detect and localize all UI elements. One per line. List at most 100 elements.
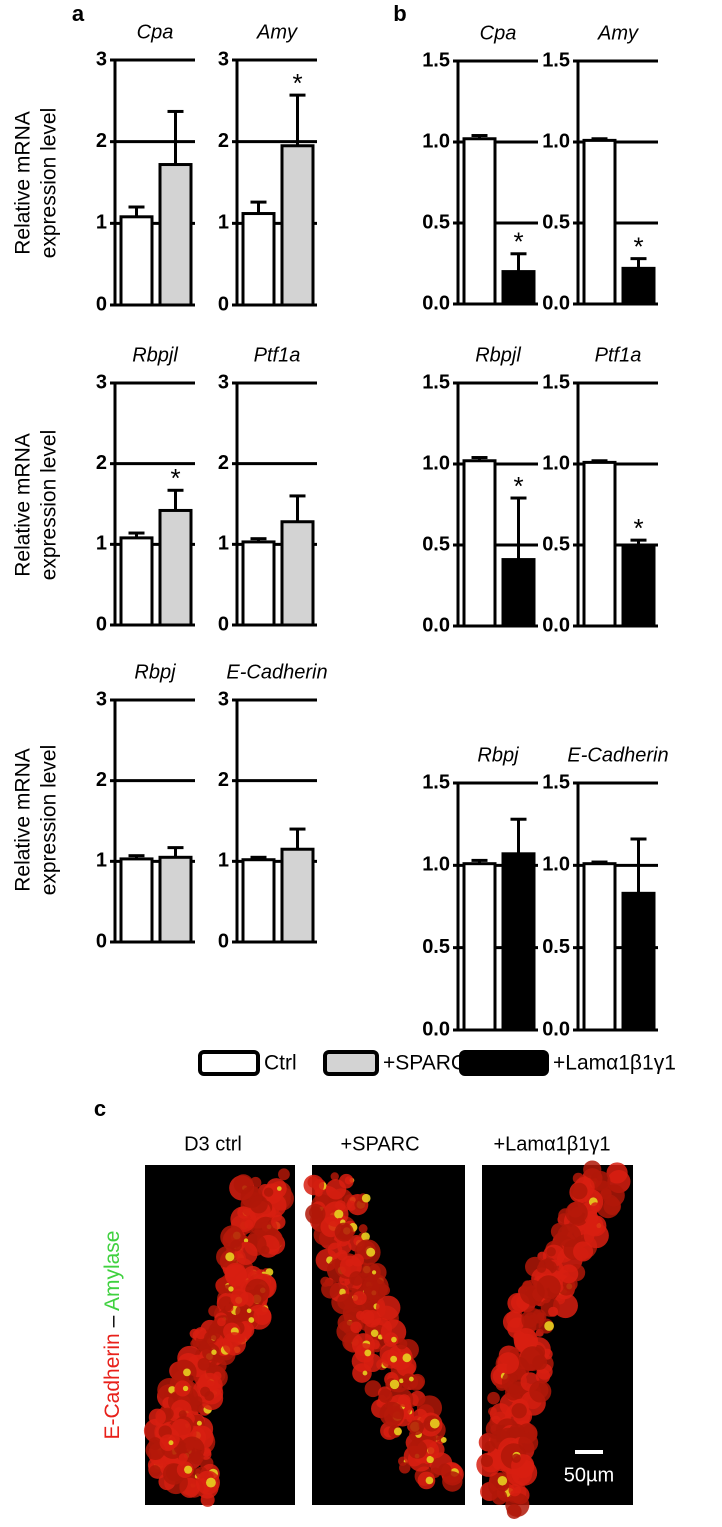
tissue xyxy=(218,1296,234,1312)
image-title: +Lamα1β1γ1 xyxy=(493,1133,610,1155)
tissue xyxy=(484,1440,496,1452)
tissue xyxy=(544,1321,554,1331)
tissue xyxy=(565,1201,588,1224)
tissue xyxy=(480,1454,493,1468)
tissue xyxy=(263,1187,274,1197)
y-tick-label: 0 xyxy=(96,293,107,315)
y-tick-label: 0 xyxy=(218,613,229,635)
significance: * xyxy=(633,513,643,543)
tissue xyxy=(502,1311,525,1333)
bar xyxy=(119,536,154,627)
tissue xyxy=(389,1379,400,1390)
tissue xyxy=(278,1168,290,1181)
tissue xyxy=(391,1336,397,1343)
tissue xyxy=(174,1380,191,1397)
tissue xyxy=(396,1338,408,1350)
y-tick-label: 0.0 xyxy=(542,292,570,314)
bar xyxy=(621,266,656,306)
tissue xyxy=(366,1247,376,1257)
bar xyxy=(280,847,315,944)
stain-label: E-Cadherin – Amylase xyxy=(101,1231,124,1440)
tissue xyxy=(337,1293,354,1310)
tissue xyxy=(271,1214,286,1230)
y-tick-label: 1.0 xyxy=(422,452,450,474)
tissue xyxy=(584,1210,599,1225)
tissue xyxy=(220,1225,244,1249)
chart-title: Cpa xyxy=(480,22,517,44)
y-tick-label: 0.5 xyxy=(422,936,450,958)
tissue xyxy=(529,1380,552,1403)
chart-title: Amy xyxy=(597,22,639,44)
tissue xyxy=(548,1306,559,1317)
image-title: +SPARC xyxy=(340,1133,419,1155)
chart-title: Amy xyxy=(256,21,298,43)
y-tick-label: 0.0 xyxy=(422,1018,450,1040)
legend-swatch xyxy=(459,1050,549,1076)
tissue xyxy=(583,1160,602,1179)
tissue xyxy=(184,1465,193,1474)
tissue xyxy=(364,1380,382,1398)
tissue xyxy=(379,1401,404,1427)
y-tick-label: 1.5 xyxy=(422,371,450,393)
tissue xyxy=(511,1403,527,1419)
tissue xyxy=(217,1317,226,1327)
y-tick-label: 0.5 xyxy=(422,533,450,555)
tissue xyxy=(606,1162,628,1184)
tissue xyxy=(427,1441,445,1459)
legend-label: Ctrl xyxy=(264,1052,297,1075)
y-tick-label: 1 xyxy=(96,850,107,872)
chart-title: E-Cadherin xyxy=(226,661,327,683)
legend-label: +Lamα1β1γ1 xyxy=(553,1052,676,1075)
y-tick-label: 1.5 xyxy=(542,771,570,793)
legend-swatch xyxy=(198,1050,260,1076)
tissue xyxy=(402,1373,414,1385)
tissue xyxy=(339,1288,346,1296)
chart-title: Rbpj xyxy=(134,661,176,683)
tissue xyxy=(408,1420,424,1436)
legend-label: +SPARC xyxy=(383,1052,466,1075)
y-tick-label: 1.0 xyxy=(542,452,570,474)
tissue xyxy=(364,1349,372,1357)
legend-swatch xyxy=(323,1050,379,1076)
y-tick-label: 3 xyxy=(218,48,229,70)
tissue xyxy=(509,1373,518,1383)
y-tick-label: 2 xyxy=(218,130,229,152)
tissue xyxy=(303,1174,325,1196)
tissue xyxy=(358,1224,368,1233)
y-axis-label: expression level xyxy=(38,430,61,581)
tissue xyxy=(334,1209,344,1219)
y-tick-label: 1.0 xyxy=(542,854,570,876)
y-tick-label: 2 xyxy=(96,452,107,474)
bar xyxy=(241,540,276,627)
tissue xyxy=(327,1242,343,1258)
tissue xyxy=(355,1310,366,1321)
significance: * xyxy=(292,68,302,98)
tissue xyxy=(349,1271,364,1286)
y-tick-label: 0.0 xyxy=(542,614,570,636)
y-tick-label: 3 xyxy=(96,371,107,393)
significance: * xyxy=(633,232,643,262)
tissue xyxy=(205,1477,216,1488)
tissue xyxy=(491,1489,508,1505)
tissue xyxy=(253,1306,272,1326)
tissue xyxy=(487,1391,500,1405)
tissue xyxy=(183,1368,191,1377)
y-axis-label: Relative mRNA xyxy=(12,748,35,892)
y-tick-label: 0 xyxy=(96,613,107,635)
tissue xyxy=(330,1172,339,1181)
chart-title: Ptf1a xyxy=(595,344,642,366)
tissue xyxy=(370,1329,379,1338)
tissue xyxy=(200,1386,211,1397)
bar xyxy=(280,520,315,627)
panel-label: a xyxy=(72,1,85,26)
tissue xyxy=(509,1423,525,1440)
tissue xyxy=(399,1378,404,1384)
tissue xyxy=(249,1195,268,1214)
chart-title: Cpa xyxy=(137,21,174,43)
y-tick-label: 1.5 xyxy=(422,771,450,793)
tissue xyxy=(378,1388,393,1403)
panel-label: b xyxy=(393,1,406,26)
chart-title: Rbpjl xyxy=(475,344,521,366)
y-tick-label: 3 xyxy=(218,371,229,393)
